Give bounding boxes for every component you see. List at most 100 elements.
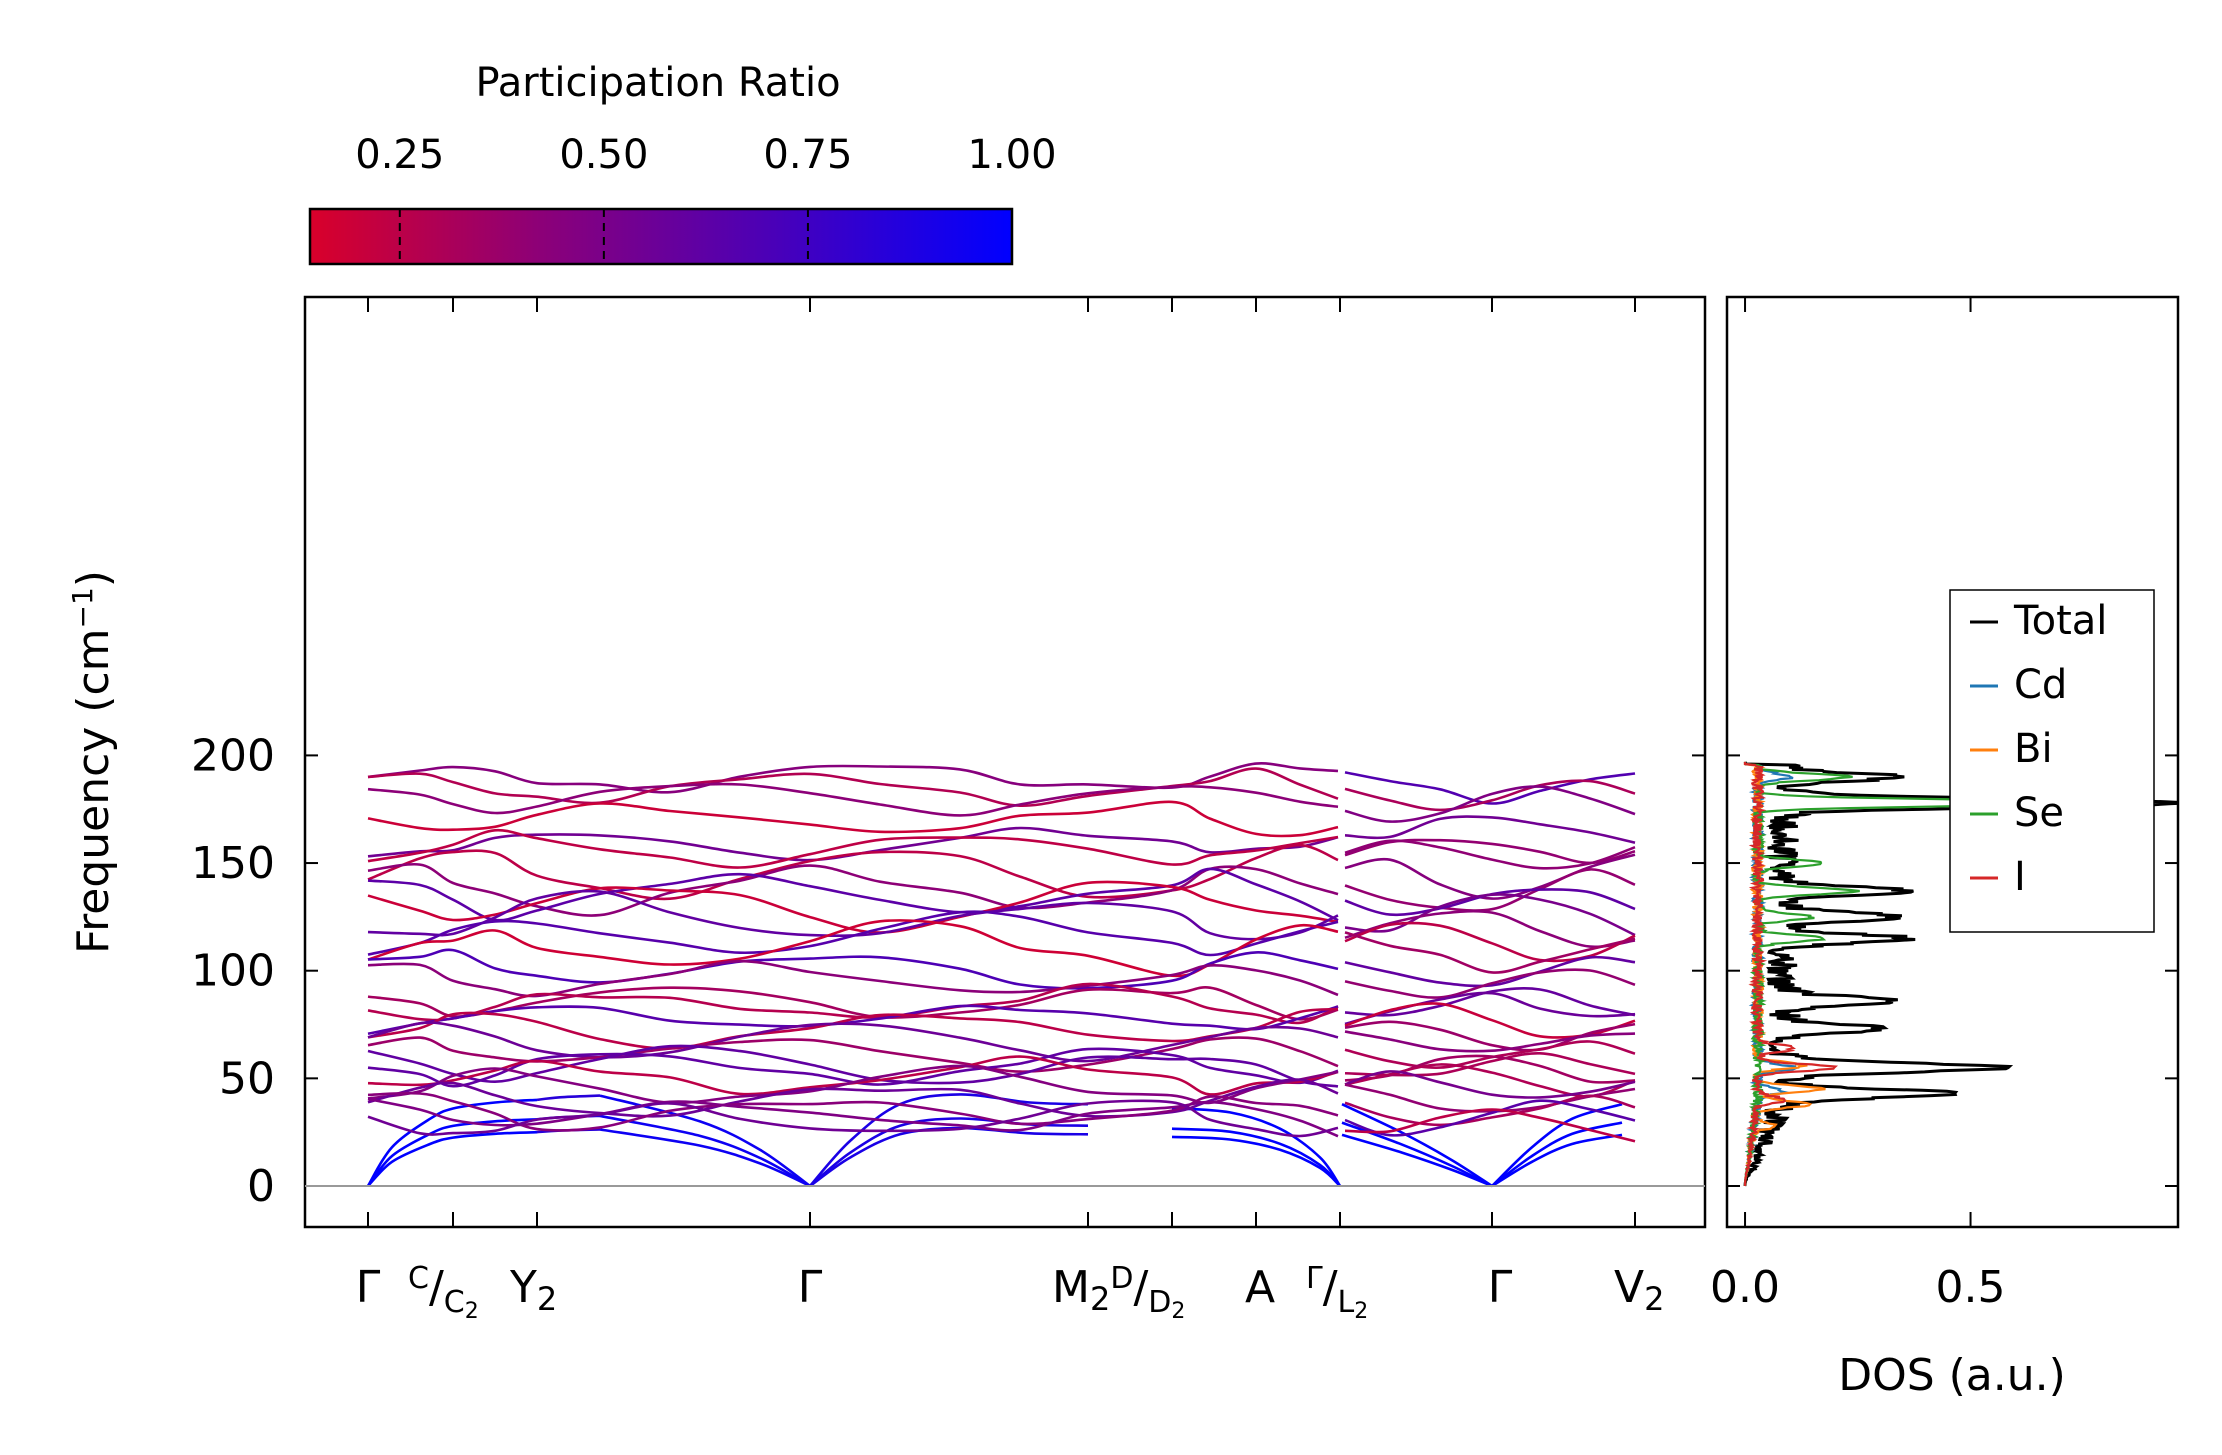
acoustic-branch [599,1114,811,1188]
dos-curve-i [1743,761,1839,1187]
xtick-v2: V2 [1614,1262,1664,1318]
xtick-v2-sub: 2 [1644,1280,1664,1318]
optical-branch [1344,987,1636,1017]
legend-label: Total [2013,598,2107,644]
xtick-slash-3: / [1323,1262,1338,1313]
xtick-d: D [1110,1261,1133,1296]
optical-branch [367,910,1339,957]
acoustic-branch [1491,1102,1623,1187]
optical-branch [367,959,1339,998]
acoustic-branch [1491,1121,1623,1188]
optical-branch [1344,815,1636,844]
band-y-ticks: 0 50 100 150 200 [191,730,1705,1212]
xtick-gamma-3: Γ [1488,1262,1513,1313]
xtick-y2-sub: 2 [537,1280,557,1318]
band-ytick-label: 50 [219,1053,275,1104]
dos-xtick-label: 0.0 [1710,1262,1780,1313]
xtick-gamma-2: Γ [798,1262,823,1313]
xtick-gamma-l2: Γ/L2 [1306,1261,1368,1324]
xtick-y2: Y2 [509,1262,557,1318]
colorbar-gradient [308,207,1014,266]
optical-branch [367,800,1339,838]
optical-branch [1344,1108,1636,1143]
acoustic-branch [366,1098,538,1187]
optical-branch [367,1036,1339,1073]
optical-branch [1344,771,1636,805]
optical-branch [367,1091,1339,1132]
xtick-m2-sub: 2 [1090,1280,1110,1318]
optical-branch [1344,779,1636,812]
xtick-m: M [1052,1262,1090,1313]
xtick-d2-sub: 2 [1171,1299,1185,1324]
xtick-c-c2: C/C2 [408,1261,479,1324]
optical-branch [1344,1030,1636,1053]
acoustic-branch [1171,1106,1342,1187]
xtick-slash-1: / [429,1262,444,1313]
acoustic-branch [1171,1135,1341,1187]
optical-branch [367,1044,1339,1088]
optical-branch [367,889,1339,941]
xtick-slash-2: / [1133,1262,1148,1313]
ylabel-main: Frequency (cm [68,628,119,954]
xtick-a: A [1245,1262,1275,1313]
band-ytick-label: 200 [191,730,275,781]
legend-frame [1949,589,2155,933]
legend-entries: Total Cd Bi Se I [1970,598,2107,900]
acoustic-branch [1171,1127,1341,1187]
band-x-ticks [367,297,1636,1227]
acoustic-branch [1491,1133,1623,1188]
optical-branch [1344,1070,1636,1099]
colorbar-tick-label: 1.00 [967,132,1056,178]
dos-xtick-label: 0.5 [1936,1262,2006,1313]
optical-branch [367,1047,1339,1088]
optical-branch [367,1078,1339,1118]
legend-label: Se [2014,790,2064,836]
optical-branch [1344,853,1636,900]
xtick-c2: C [444,1285,465,1320]
colorbar-ticks: 0.25 0.50 0.75 1.00 [355,132,1057,264]
acoustic-branch [1341,1103,1493,1188]
xtick-l: L [1338,1285,1355,1320]
optical-branch [1344,785,1636,823]
optical-branch [367,1097,1339,1138]
optical-branch [367,843,1339,901]
acoustic-branch [366,1118,538,1187]
band-ytick-label: 0 [247,1161,275,1212]
optical-branch [1344,921,1636,963]
dos-lines [1743,761,2178,1187]
legend-label: I [2014,854,2026,900]
acoustic-branch [1341,1133,1493,1188]
optical-branch [367,828,1339,869]
optical-branch [367,1021,1339,1063]
acoustic-branch [599,1128,811,1188]
dos-x-axis-title: DOS (a.u.) [1838,1350,2066,1401]
xtick-l2-sub: 2 [1354,1299,1368,1324]
band-ytick-label: 150 [191,838,275,889]
optical-branch [1344,968,1636,999]
optical-branch [367,782,1339,817]
band-y-axis-title: Frequency (cm−1) [66,570,119,954]
xtick-d2: D [1148,1285,1171,1320]
band-lines [366,762,1636,1188]
optical-branch [367,867,1339,922]
dos-axes-frame [1725,295,2180,1229]
optical-branch [1344,839,1636,870]
dos-curve-total [1743,761,2178,1187]
optical-branch [1344,1099,1636,1137]
acoustic-branch [599,1094,811,1188]
optical-branch [367,767,1339,808]
acoustic-branch [809,1093,1089,1187]
dos-legend: Total Cd Bi Se I [1949,589,2155,933]
optical-branch [367,948,1339,990]
band-structure-panel: 0 50 100 150 200 Frequency (cm−1) Γ C/C2 Y2 … [66,295,1707,1324]
colorbar: Participation Ratio 0.25 0.50 0.75 1.00 [308,60,1057,266]
xtick-gl: Γ [1306,1261,1323,1296]
xtick-v: V [1614,1262,1644,1313]
optical-branch [1344,1094,1636,1127]
acoustic-branch [367,1130,538,1187]
colorbar-tick-label: 0.75 [763,132,852,178]
optical-branch [1344,931,1636,974]
dos-ticks: 0.0 0.5 [1710,297,2178,1313]
band-x-tick-labels: Γ C/C2 Y2 Γ M2D/D2 A Γ/L2 Γ V2 [356,1261,1665,1324]
